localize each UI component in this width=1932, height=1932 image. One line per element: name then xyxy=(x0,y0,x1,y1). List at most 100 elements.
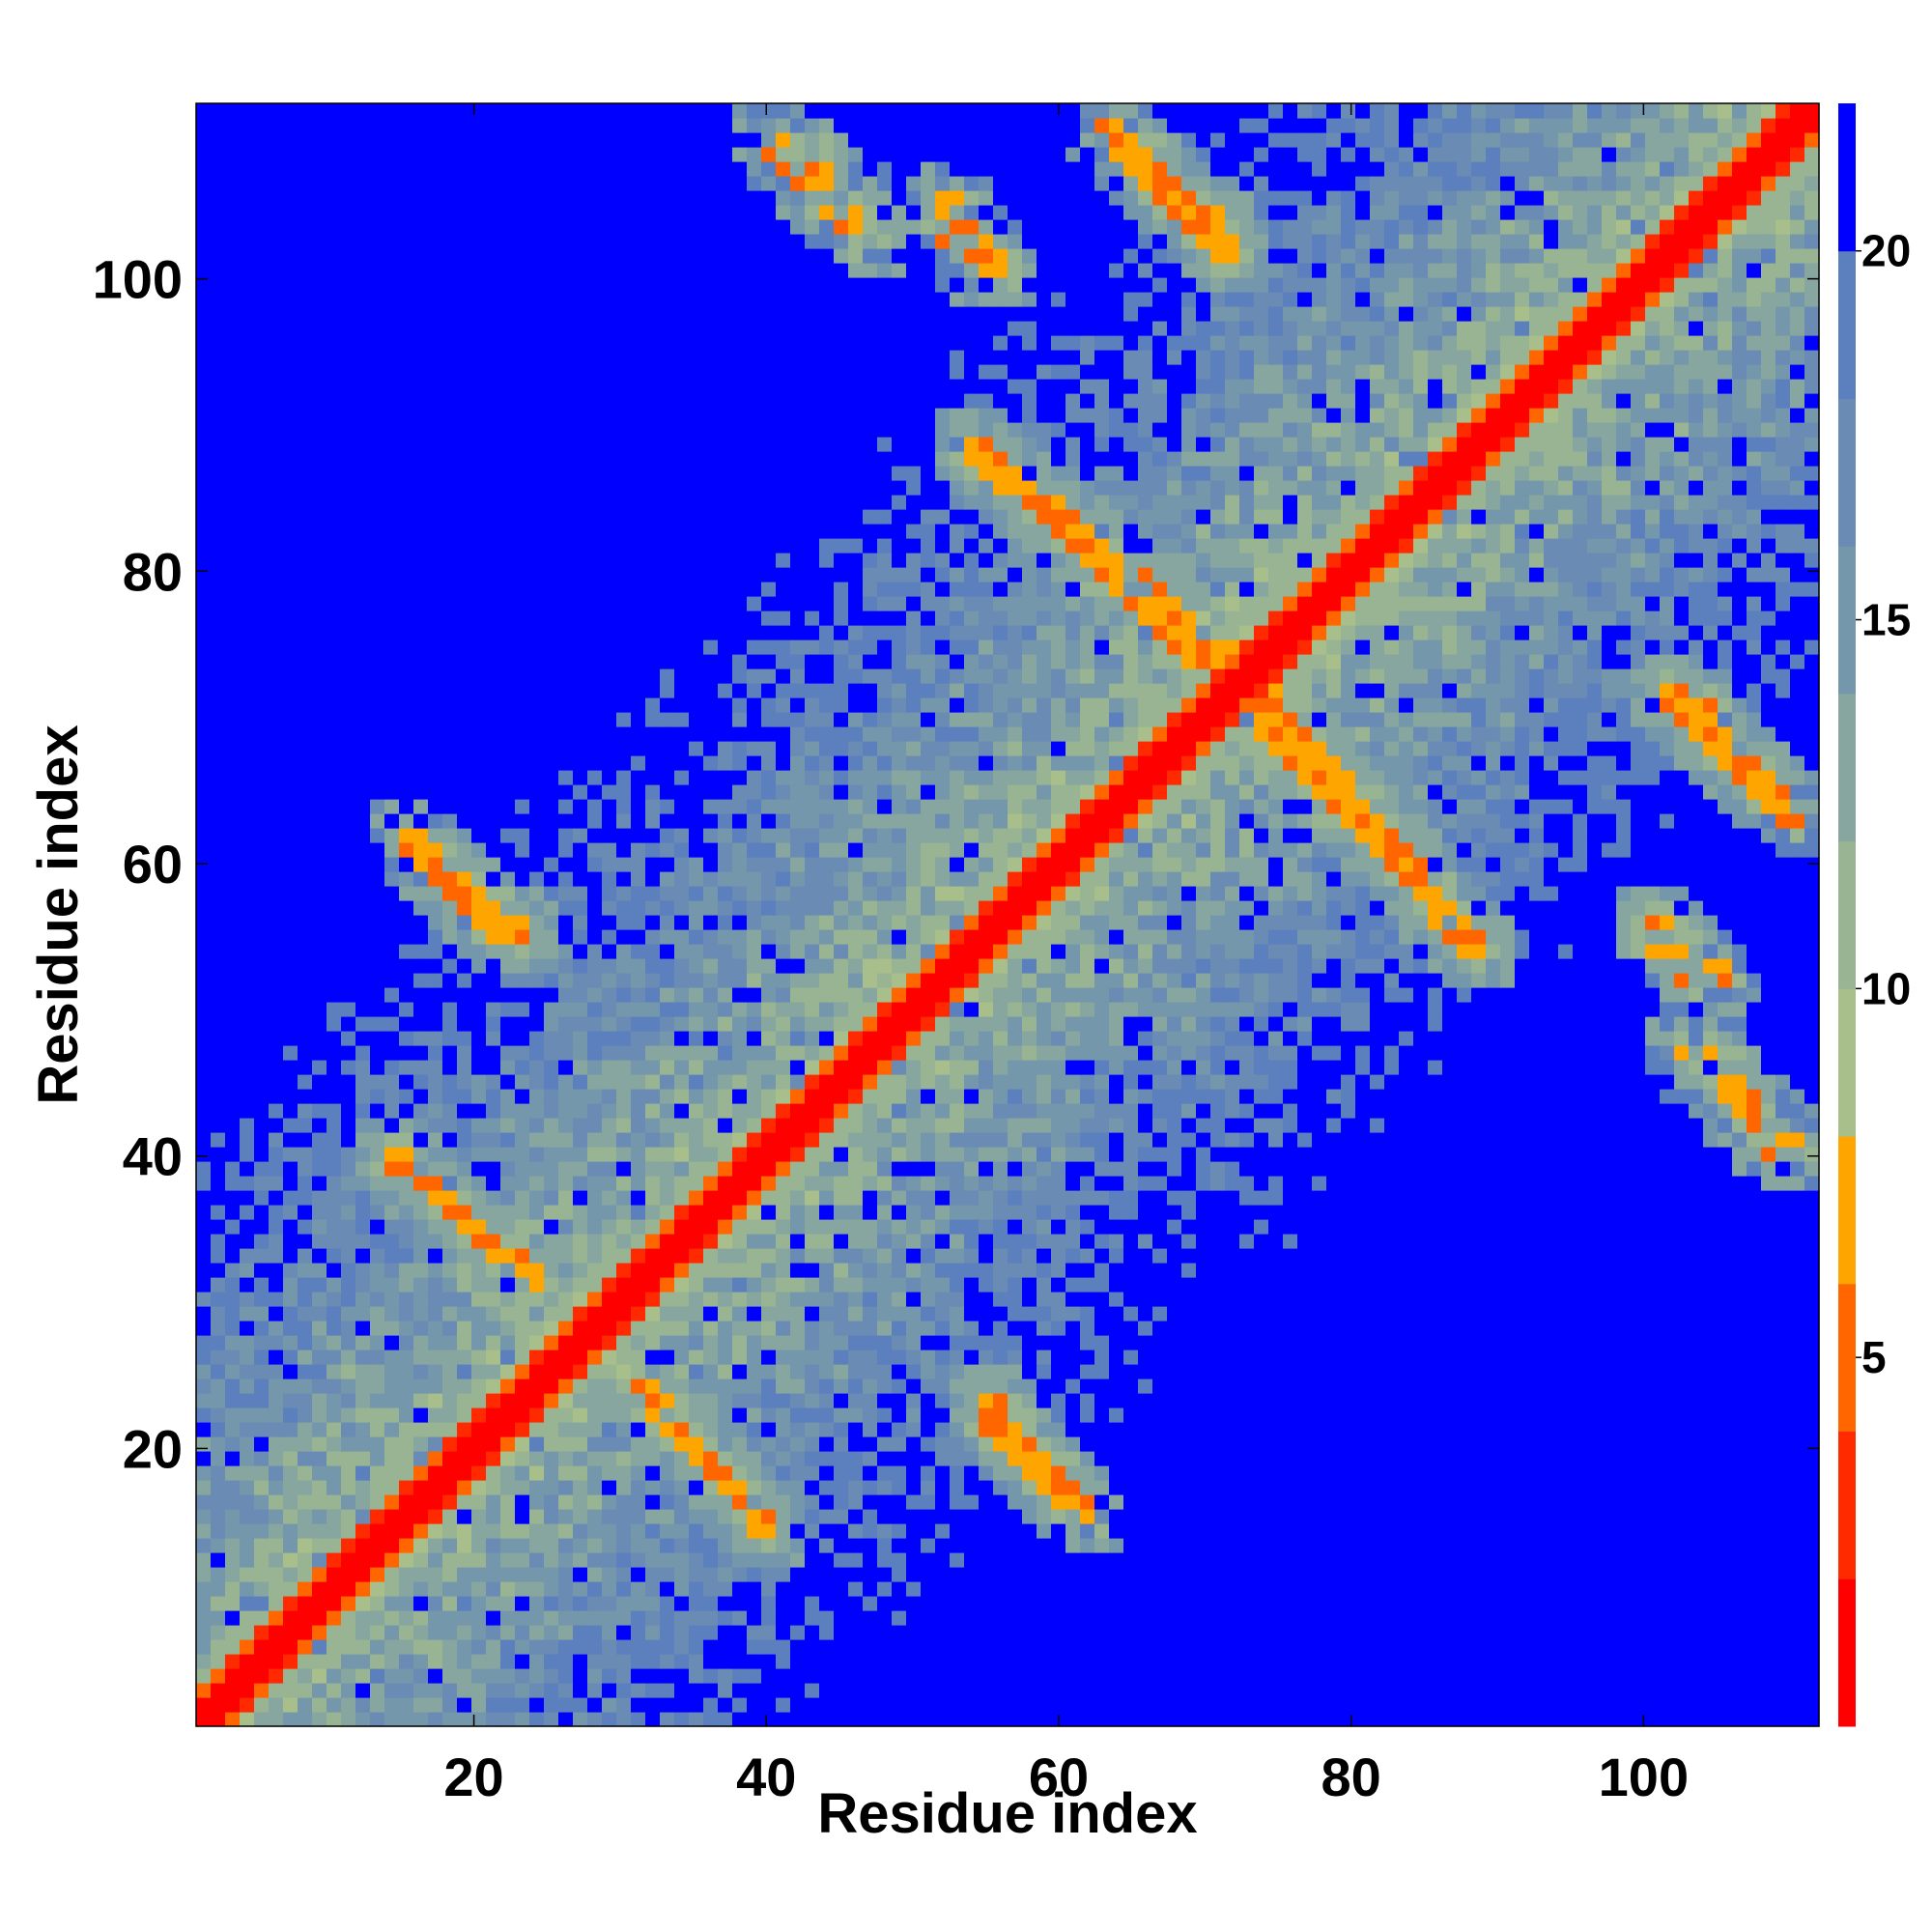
heatmap-cell xyxy=(587,1335,603,1350)
heatmap-cell xyxy=(587,1378,603,1394)
heatmap-cell xyxy=(442,1683,458,1698)
heatmap-cell xyxy=(1355,1552,1371,1568)
heatmap-cell xyxy=(1790,1567,1805,1582)
heatmap-cell xyxy=(544,1089,559,1104)
heatmap-cell xyxy=(1761,1639,1776,1655)
heatmap-cell xyxy=(1239,1697,1255,1713)
heatmap-cell xyxy=(573,1292,588,1307)
heatmap-cell xyxy=(703,1132,719,1148)
heatmap-cell xyxy=(1804,1407,1820,1423)
heatmap-cell xyxy=(979,1407,994,1423)
heatmap-cell xyxy=(1384,1509,1400,1524)
heatmap-cell xyxy=(1312,1147,1327,1162)
heatmap-cell xyxy=(1123,1277,1139,1293)
heatmap-cell xyxy=(283,1422,298,1437)
heatmap-cell xyxy=(863,1335,878,1350)
heatmap-cell xyxy=(1022,1103,1037,1119)
heatmap-cell xyxy=(442,1552,458,1568)
heatmap-cell xyxy=(1602,1335,1617,1350)
heatmap-cell xyxy=(428,1625,443,1640)
heatmap-cell xyxy=(341,1567,356,1582)
heatmap-cell xyxy=(732,1118,748,1133)
heatmap-cell xyxy=(269,1625,284,1640)
heatmap-cell xyxy=(1515,1147,1530,1162)
heatmap-cell xyxy=(1065,1306,1081,1321)
heatmap-cell xyxy=(1051,1494,1066,1510)
heatmap-cell xyxy=(703,1118,719,1133)
heatmap-cell xyxy=(1703,1263,1719,1278)
heatmap-cell xyxy=(964,1639,980,1655)
heatmap-cell xyxy=(674,1103,690,1119)
heatmap-cell xyxy=(1094,1364,1110,1379)
heatmap-cell xyxy=(689,1668,704,1684)
heatmap-cell xyxy=(1515,1596,1530,1611)
heatmap-cell xyxy=(1631,1567,1646,1582)
heatmap-cell xyxy=(370,1248,385,1264)
heatmap-cell xyxy=(1804,1697,1820,1713)
heatmap-cell xyxy=(689,1306,704,1321)
heatmap-cell xyxy=(1500,1422,1516,1437)
heatmap-cell xyxy=(906,1422,922,1437)
heatmap-cell xyxy=(283,1523,298,1539)
heatmap-cell xyxy=(1080,1350,1095,1365)
heatmap-cell xyxy=(1355,1465,1371,1481)
heatmap-cell xyxy=(327,1132,342,1148)
heatmap-cell xyxy=(515,1494,530,1510)
heatmap-cell xyxy=(413,1668,429,1684)
heatmap-cell xyxy=(370,1147,385,1162)
heatmap-cell xyxy=(616,1436,632,1452)
heatmap-cell xyxy=(1616,1436,1632,1452)
heatmap-cell xyxy=(1631,1190,1646,1206)
heatmap-cell xyxy=(515,1581,530,1597)
heatmap-cell xyxy=(254,1465,270,1481)
heatmap-cell xyxy=(805,1480,820,1495)
heatmap-cell xyxy=(1065,1596,1081,1611)
heatmap-cell xyxy=(1573,1132,1588,1148)
heatmap-cell xyxy=(1500,1407,1516,1423)
heatmap-cell xyxy=(964,1350,980,1365)
heatmap-cell xyxy=(1196,1712,1211,1727)
heatmap-cell xyxy=(602,1161,617,1177)
heatmap-cell xyxy=(1225,1147,1240,1162)
heatmap-cell xyxy=(1022,1668,1037,1684)
heatmap-cell xyxy=(1587,1436,1603,1452)
heatmap-cell xyxy=(254,1089,270,1104)
heatmap-cell xyxy=(384,1712,400,1727)
heatmap-cell xyxy=(1776,1654,1791,1669)
heatmap-cell xyxy=(558,1205,574,1220)
heatmap-cell xyxy=(602,1132,617,1148)
heatmap-cell xyxy=(341,1378,356,1394)
heatmap-cell xyxy=(747,1205,762,1220)
heatmap-cell xyxy=(442,1335,458,1350)
heatmap-cell xyxy=(1674,1625,1690,1640)
heatmap-cell xyxy=(1094,1465,1110,1481)
heatmap-cell xyxy=(298,1436,313,1452)
heatmap-cell xyxy=(587,1668,603,1684)
heatmap-cell xyxy=(413,1683,429,1698)
heatmap-cell xyxy=(1341,1103,1356,1119)
heatmap-cell xyxy=(399,1668,414,1684)
heatmap-cell xyxy=(848,1103,864,1119)
heatmap-cell xyxy=(1573,1596,1588,1611)
heatmap-cell xyxy=(1196,1103,1211,1119)
heatmap-cell xyxy=(950,1089,965,1104)
heatmap-cell xyxy=(471,1103,487,1119)
heatmap-cell xyxy=(892,1480,907,1495)
heatmap-cell xyxy=(428,1263,443,1278)
heatmap-cell xyxy=(979,1422,994,1437)
heatmap-cell xyxy=(1196,1509,1211,1524)
heatmap-cell xyxy=(1616,1277,1632,1293)
heatmap-cell xyxy=(964,1712,980,1727)
heatmap-cell xyxy=(1747,1248,1762,1264)
heatmap-cell xyxy=(1804,1378,1820,1394)
heatmap-cell xyxy=(993,1668,1009,1684)
heatmap-cell xyxy=(602,1321,617,1336)
heatmap-cell xyxy=(1442,1654,1458,1669)
heatmap-cell xyxy=(906,1248,922,1264)
heatmap-cell xyxy=(1123,1683,1139,1698)
heatmap-cell xyxy=(355,1335,371,1350)
heatmap-cell xyxy=(631,1364,646,1379)
heatmap-cell xyxy=(269,1407,284,1423)
heatmap-cell xyxy=(1660,1523,1675,1539)
heatmap-cell xyxy=(1196,1610,1211,1626)
